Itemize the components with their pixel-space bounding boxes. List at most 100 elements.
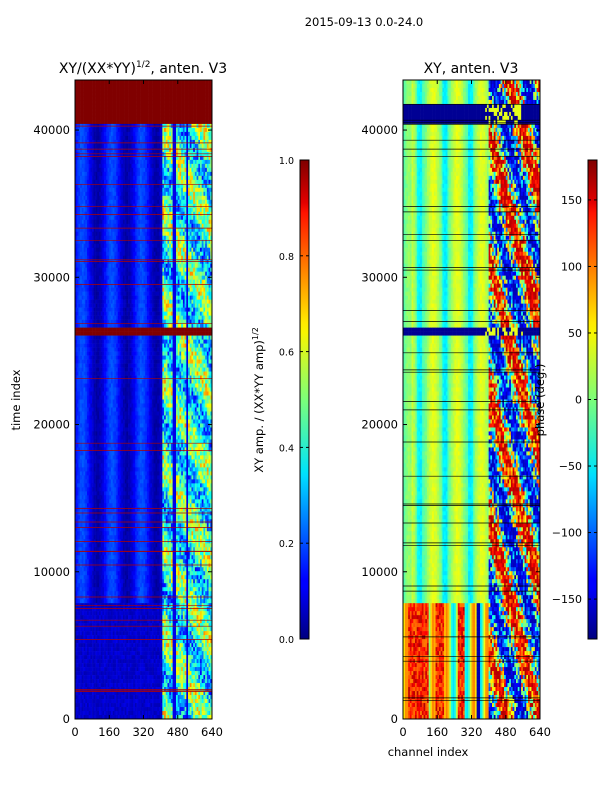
heatmap-cell (143, 80, 146, 85)
heatmap-cell (97, 95, 100, 101)
heatmap-cell (124, 215, 127, 221)
heatmap-cell (141, 80, 144, 85)
heatmap-cell (158, 235, 161, 241)
heatmap-cell (158, 247, 161, 253)
heatmap-cell (78, 199, 81, 205)
heatmap-cell (208, 111, 211, 117)
heatmap-cell (203, 259, 206, 265)
heatmap-cell (172, 139, 175, 145)
heatmap-cell (208, 179, 211, 185)
heatmap-cell (198, 259, 201, 265)
heatmap-cell (152, 127, 155, 133)
heatmap-cell (165, 319, 168, 324)
heatmap-cell (177, 203, 180, 209)
heatmap-cell (164, 271, 167, 276)
heatmap-cell (117, 323, 120, 328)
heatmap-cell (104, 231, 107, 237)
heatmap-cell (203, 143, 206, 149)
heatmap-cell (136, 195, 139, 201)
heatmap-cell (102, 319, 105, 324)
heatmap-cell (86, 279, 89, 284)
heatmap-cell (188, 227, 191, 233)
heatmap-cell (80, 323, 83, 328)
heatmap-cell (133, 187, 136, 193)
heatmap-cell (169, 163, 172, 169)
heatmap-cell (157, 239, 160, 245)
heatmap-cell (189, 231, 192, 237)
heatmap-cell (97, 167, 100, 173)
heatmap-cell (181, 247, 184, 253)
heatmap-cell (205, 147, 208, 153)
heatmap-cell (169, 243, 172, 249)
heatmap-cell (148, 235, 151, 241)
heatmap-cell (98, 135, 101, 141)
heatmap-cell (75, 167, 78, 173)
heatmap-cell (194, 247, 197, 253)
heatmap-cell (191, 155, 194, 161)
heatmap-cell (167, 227, 170, 233)
heatmap-cell (196, 227, 199, 233)
heatmap-cell (116, 111, 119, 117)
heatmap-cell (86, 251, 89, 257)
heatmap-cell (105, 327, 108, 332)
heatmap-cell (105, 279, 108, 284)
heatmap-cell (153, 135, 156, 141)
heatmap-cell (104, 243, 107, 249)
heatmap-cell (169, 215, 172, 221)
heatmap-cell (134, 323, 137, 328)
heatmap-cell (75, 83, 78, 89)
heatmap-cell (165, 127, 168, 133)
heatmap-cell (119, 263, 122, 268)
heatmap-cell (191, 139, 194, 145)
heatmap-cell (182, 307, 185, 312)
heatmap-cell (158, 191, 161, 197)
heatmap-cell (90, 255, 93, 261)
heatmap-cell (155, 271, 158, 276)
heatmap-cell (119, 235, 122, 241)
heatmap-cell (126, 171, 129, 177)
heatmap-cell (167, 283, 170, 288)
heatmap-cell (167, 207, 170, 213)
heatmap-cell (128, 107, 131, 113)
heatmap-cell (198, 83, 201, 89)
heatmap-cell (200, 219, 203, 225)
heatmap-cell (133, 179, 136, 185)
heatmap-cell (184, 311, 187, 316)
heatmap-cell (167, 203, 170, 209)
heatmap-cell (83, 311, 86, 316)
heatmap-cell (198, 147, 201, 153)
heatmap-cell (184, 195, 187, 201)
heatmap-cell (134, 139, 137, 145)
heatmap-cell (191, 207, 194, 213)
heatmap-cell (172, 255, 175, 261)
heatmap-cell (176, 203, 179, 209)
heatmap-cell (109, 227, 112, 233)
heatmap-cell (206, 91, 209, 97)
heatmap-cell (200, 283, 203, 288)
heatmap-cell (146, 91, 149, 97)
heatmap-cell (160, 195, 163, 201)
heatmap-cell (92, 247, 95, 253)
heatmap-cell (133, 259, 136, 265)
heatmap-cell (143, 103, 146, 109)
heatmap-cell (164, 175, 167, 181)
heatmap-cell (119, 315, 122, 320)
heatmap-cell (164, 155, 167, 161)
heatmap-cell (155, 187, 158, 193)
heatmap-cell (78, 263, 81, 268)
heatmap-cell (208, 131, 211, 137)
heatmap-cell (129, 275, 132, 280)
heatmap-cell (174, 83, 177, 89)
heatmap-cell (158, 199, 161, 205)
heatmap-cell (138, 95, 141, 101)
heatmap-cell (176, 91, 179, 97)
heatmap-cell (119, 127, 122, 133)
heatmap-cell (184, 80, 187, 85)
heatmap-cell (138, 219, 141, 225)
heatmap-cell (138, 83, 141, 89)
heatmap-cell (200, 255, 203, 261)
heatmap-cell (105, 247, 108, 253)
heatmap-cell (133, 247, 136, 253)
heatmap-cell (95, 211, 98, 217)
heatmap-cell (117, 171, 120, 177)
